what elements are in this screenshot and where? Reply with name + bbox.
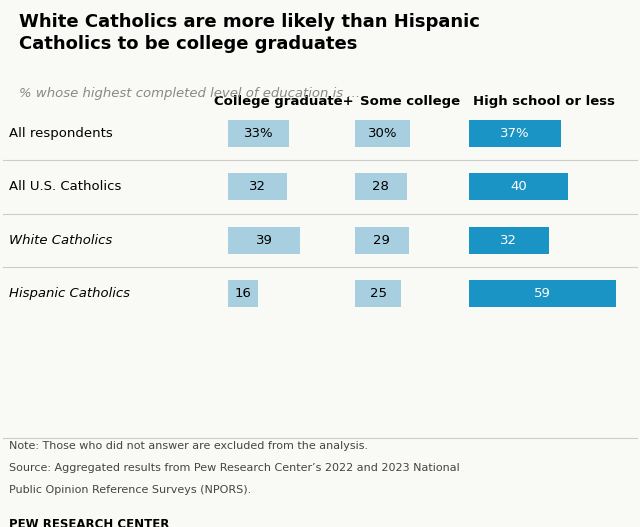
FancyBboxPatch shape: [228, 120, 289, 147]
Text: White Catholics are more likely than Hispanic
Catholics to be college graduates: White Catholics are more likely than His…: [19, 13, 480, 53]
Text: 30%: 30%: [368, 126, 397, 140]
Text: 39: 39: [255, 234, 273, 247]
FancyBboxPatch shape: [228, 280, 258, 307]
Text: Public Opinion Reference Surveys (NPORS).: Public Opinion Reference Surveys (NPORS)…: [9, 485, 252, 495]
Text: 25: 25: [369, 287, 387, 300]
Text: 40: 40: [511, 180, 527, 193]
Text: 28: 28: [372, 180, 389, 193]
Text: All respondents: All respondents: [9, 126, 113, 140]
Text: College graduate+: College graduate+: [214, 94, 353, 108]
FancyBboxPatch shape: [355, 227, 408, 254]
Text: High school or less: High school or less: [473, 94, 614, 108]
FancyBboxPatch shape: [469, 173, 568, 200]
FancyBboxPatch shape: [355, 173, 406, 200]
Text: 59: 59: [534, 287, 551, 300]
FancyBboxPatch shape: [469, 280, 616, 307]
FancyBboxPatch shape: [228, 173, 287, 200]
FancyBboxPatch shape: [469, 227, 548, 254]
Text: PEW RESEARCH CENTER: PEW RESEARCH CENTER: [9, 518, 170, 527]
FancyBboxPatch shape: [469, 120, 561, 147]
FancyBboxPatch shape: [355, 280, 401, 307]
Text: All U.S. Catholics: All U.S. Catholics: [9, 180, 122, 193]
Text: White Catholics: White Catholics: [9, 234, 113, 247]
Text: Source: Aggregated results from Pew Research Center’s 2022 and 2023 National: Source: Aggregated results from Pew Rese…: [9, 463, 460, 473]
Text: Note: Those who did not answer are excluded from the analysis.: Note: Those who did not answer are exclu…: [9, 441, 368, 451]
Text: Hispanic Catholics: Hispanic Catholics: [9, 287, 130, 300]
Text: % whose highest completed level of education is ...: % whose highest completed level of educa…: [19, 87, 360, 100]
FancyBboxPatch shape: [355, 120, 410, 147]
Text: 33%: 33%: [244, 126, 273, 140]
FancyBboxPatch shape: [228, 227, 300, 254]
Text: 32: 32: [500, 234, 517, 247]
Text: 29: 29: [373, 234, 390, 247]
Text: 16: 16: [234, 287, 252, 300]
Text: 32: 32: [249, 180, 266, 193]
Text: 37%: 37%: [500, 126, 530, 140]
Text: Some college: Some college: [360, 94, 460, 108]
